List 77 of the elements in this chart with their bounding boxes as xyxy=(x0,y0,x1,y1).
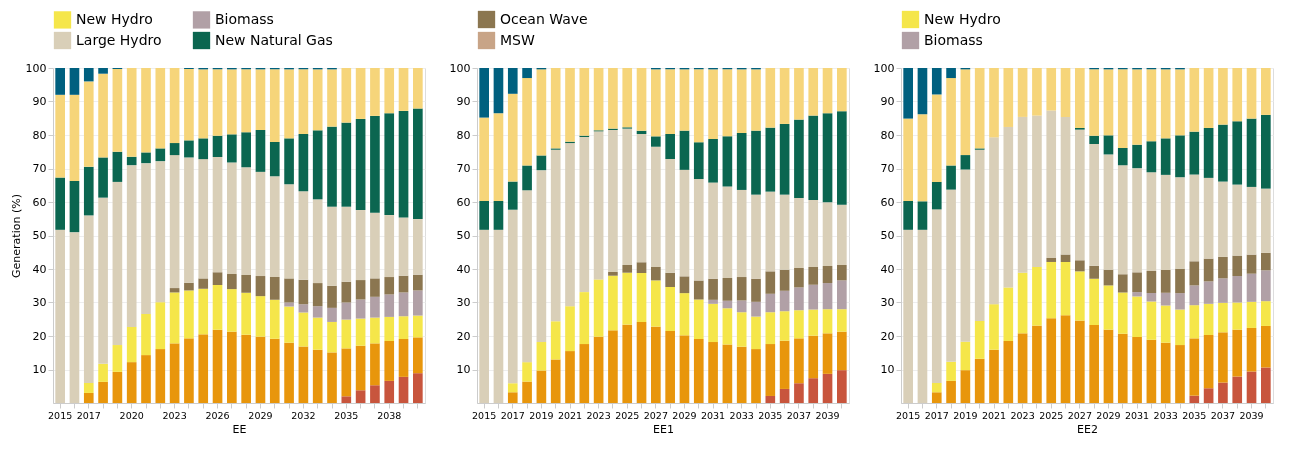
y-tick-label: 80 xyxy=(456,128,471,142)
y-tick-label: 60 xyxy=(880,195,895,209)
x-tick-label: 2029 xyxy=(672,409,697,421)
x-tick-label: 2035 xyxy=(334,409,359,421)
x-tick-label: 2023 xyxy=(162,409,187,421)
y-tick-label: 90 xyxy=(32,95,47,108)
y-tick-label: 70 xyxy=(456,162,471,175)
x-tick-label: 2035 xyxy=(1182,409,1207,421)
y-tick-label: 100 xyxy=(25,61,47,75)
legend-label: MSW xyxy=(500,31,535,48)
x-tick-label: 2017 xyxy=(924,409,949,421)
x-tick-label: 2029 xyxy=(1096,409,1121,421)
x-tick-label: 2025 xyxy=(1039,409,1064,421)
y-tick-label: 10 xyxy=(456,363,471,376)
legend-label: New Natural Gas xyxy=(215,31,333,48)
x-tick-label: 2017 xyxy=(500,409,525,421)
y-tick-label: 50 xyxy=(880,229,895,242)
y-tick-label: 40 xyxy=(880,262,895,276)
x-axis-title: EE xyxy=(232,423,247,436)
x-tick-label: 2039 xyxy=(815,409,840,421)
x-tick-label: 2023 xyxy=(586,409,611,421)
x-axis-title: EE1 xyxy=(653,423,674,436)
y-tick-label: 50 xyxy=(32,229,47,242)
y-tick-label: 10 xyxy=(880,363,895,376)
x-tick-label: 2020 xyxy=(119,409,144,421)
y-tick-label: 20 xyxy=(32,329,47,343)
x-tick-label: 2031 xyxy=(700,409,726,421)
x-tick-label: 2031 xyxy=(1124,409,1150,421)
x-tick-label: 2023 xyxy=(1010,409,1035,421)
x-tick-label: 2017 xyxy=(76,409,101,421)
y-tick-label: 50 xyxy=(456,229,471,242)
legend-label: Large Hydro xyxy=(76,31,162,48)
y-tick-label: 100 xyxy=(873,61,895,75)
y-tick-label: 90 xyxy=(456,95,471,108)
x-tick-label: 2015 xyxy=(48,409,73,421)
y-tick-label: 80 xyxy=(880,128,895,142)
y-tick-label: 30 xyxy=(456,296,471,309)
x-tick-label: 2015 xyxy=(896,409,921,421)
x-tick-label: 2015 xyxy=(472,409,497,421)
legend-label: New Hydro xyxy=(76,10,153,27)
x-tick-label: 2027 xyxy=(1067,409,1092,421)
y-tick-label: 90 xyxy=(880,95,895,108)
x-tick-label: 2025 xyxy=(615,409,640,421)
y-tick-label: 80 xyxy=(32,128,47,142)
y-tick-label: 40 xyxy=(32,262,47,276)
legend-label: Ocean Wave xyxy=(500,10,588,27)
x-tick-label: 2027 xyxy=(643,409,668,421)
legend-label: Biomass xyxy=(215,10,274,27)
y-tick-label: 20 xyxy=(456,329,471,343)
x-tick-label: 2035 xyxy=(758,409,783,421)
x-tick-label: 2037 xyxy=(1210,409,1236,421)
x-tick-label: 2039 xyxy=(1239,409,1264,421)
x-tick-label: 2021 xyxy=(981,409,1007,421)
y-tick-label: 70 xyxy=(32,162,47,175)
x-tick-label: 2019 xyxy=(953,409,978,421)
x-tick-label: 2021 xyxy=(557,409,583,421)
y-tick-label: 30 xyxy=(880,296,895,309)
y-tick-label: 70 xyxy=(880,162,895,175)
y-tick-label: 40 xyxy=(456,262,471,276)
x-tick-label: 2029 xyxy=(248,409,273,421)
x-tick-label: 2033 xyxy=(729,409,754,421)
x-tick-label: 2019 xyxy=(529,409,554,421)
y-tick-label: 20 xyxy=(880,329,895,343)
y-tick-label: 100 xyxy=(449,61,471,75)
legend-label: New Hydro xyxy=(924,10,1001,27)
x-tick-label: 2037 xyxy=(786,409,812,421)
y-tick-label: 60 xyxy=(456,195,471,209)
x-tick-label: 2033 xyxy=(1153,409,1178,421)
y-tick-label: 60 xyxy=(32,195,47,209)
x-tick-label: 2038 xyxy=(377,409,402,421)
legend-label: Biomass xyxy=(924,31,983,48)
y-tick-label: 30 xyxy=(32,296,47,309)
x-tick-label: 2032 xyxy=(291,409,316,421)
x-tick-label: 2026 xyxy=(205,409,230,421)
y-tick-label: 10 xyxy=(32,363,47,376)
y-axis-title: Generation (%) xyxy=(9,194,23,278)
x-axis-title: EE2 xyxy=(1077,423,1098,436)
